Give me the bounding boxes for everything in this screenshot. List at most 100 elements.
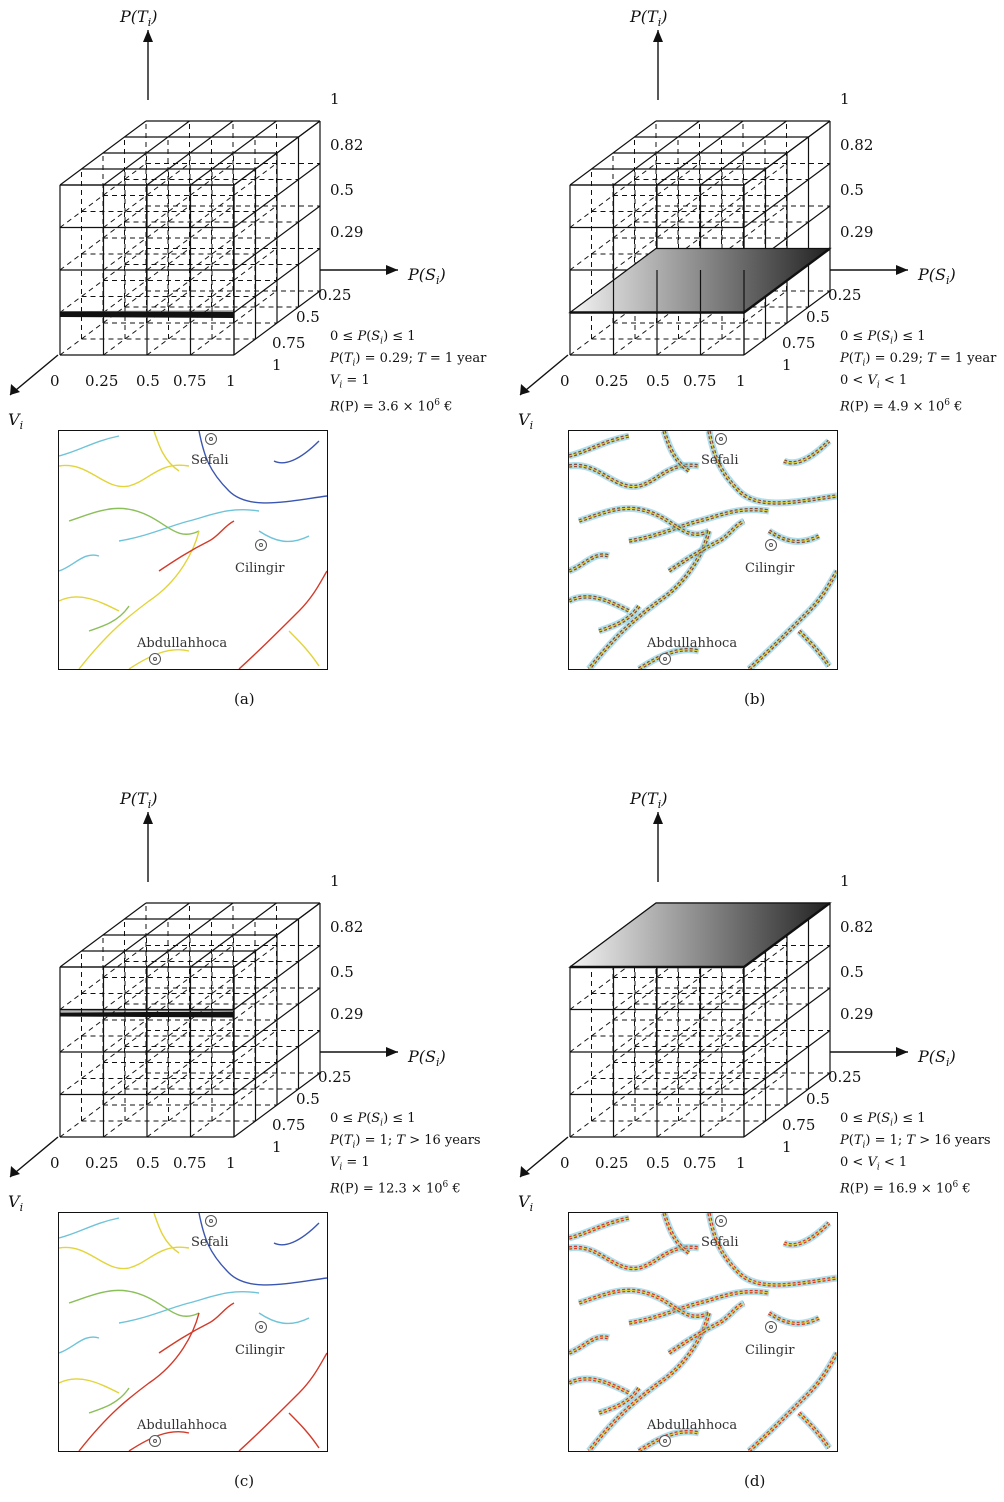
side-grid-line: [743, 987, 831, 1053]
stream-line: [768, 1312, 820, 1324]
settlement-label: Sefali: [701, 453, 739, 468]
stream-line: [198, 431, 327, 504]
stream-line: [783, 1222, 830, 1246]
ps-tick-label: 0.5: [646, 372, 670, 390]
pt-axis-label: P(Ti): [629, 7, 667, 29]
settlement-label: Abdullahhoca: [137, 1418, 228, 1433]
risk-map-b: Sefali Cilingir Abdullahhoca: [568, 430, 838, 670]
top-grid-line: [59, 120, 147, 186]
ps-tick-label: 0: [50, 1154, 60, 1172]
stream-line: [798, 1412, 830, 1449]
ps-tick-label: 0.25: [85, 372, 118, 390]
pt-tick-label: 0.29: [840, 223, 873, 241]
stream-line: [663, 1213, 690, 1254]
highlight-line: [60, 1011, 234, 1018]
pt-axis-arrow: [653, 812, 663, 824]
highlight-line: [60, 312, 234, 318]
stream-line: [578, 507, 710, 535]
depth-tick-label: 0.25: [318, 1068, 351, 1086]
stream-line: [59, 1378, 120, 1394]
note-ps-range: 0 ≤ P(Si) ≤ 1: [840, 329, 926, 347]
top-grid-line: [656, 120, 744, 186]
note-risk: R(P) = 4.9 × 106 €: [840, 398, 963, 415]
side-grid-line: [233, 902, 321, 968]
settlement-marker-icon: [205, 1215, 217, 1227]
stream-buffer: [569, 1243, 700, 1273]
highlight-line-edge: [59, 310, 235, 312]
pt-axis-label: P(Ti): [119, 7, 157, 29]
note-risk: R(P) = 12.3 × 106 €: [330, 1180, 461, 1197]
v-axis-label: Vi: [518, 410, 533, 432]
risk-map-a: Sefali Cilingir Abdullahhoca: [58, 430, 328, 670]
pt-tick-label: 0.29: [840, 1005, 873, 1023]
probability-cube-c: P(Ti) P(Si) Vi 1 0.82 0.5 0.29 0 0.25 0.5 0.75 1 0.2…: [8, 789, 446, 1214]
stream-line: [598, 1387, 640, 1414]
ps-axis-arrow: [896, 265, 908, 275]
settlement-label: Sefali: [191, 1235, 229, 1250]
ps-tick-label: 0.75: [173, 1154, 206, 1172]
pt-tick-label: 1: [330, 872, 340, 890]
stream-line: [569, 1217, 630, 1239]
stream-line: [748, 1352, 837, 1451]
v-axis-arrow: [520, 1166, 530, 1177]
pt-axis-arrow: [143, 812, 153, 824]
stream-line: [118, 1290, 260, 1324]
stream-line: [628, 509, 770, 542]
stream-line: [668, 1302, 745, 1354]
settlement-label: Cilingir: [235, 1343, 285, 1358]
note-pt: P(Ti) = 0.29; T = 1 year: [330, 351, 487, 369]
settlement-marker-icon: [659, 653, 671, 665]
note-risk: R(P) = 16.9 × 106 €: [840, 1180, 971, 1197]
stream-line: [59, 1336, 100, 1354]
depth-tick-label: 0.5: [296, 1090, 320, 1108]
ps-axis-arrow: [386, 265, 398, 275]
stream-line: [128, 1431, 190, 1451]
settlement-label: Abdullahhoca: [137, 636, 228, 651]
highlight-plane: [568, 902, 832, 968]
stream-line: [238, 1352, 327, 1451]
side-grid-line: [743, 120, 831, 186]
pt-tick-label: 0.29: [330, 223, 363, 241]
note-vulnerability: 0 < Vi < 1: [840, 1155, 908, 1173]
stream-line: [88, 1387, 130, 1414]
ps-tick-label: 1: [736, 1154, 746, 1172]
top-grid-line: [103, 120, 190, 186]
depth-tick-label: 0.25: [828, 286, 861, 304]
stream-line: [569, 1246, 700, 1270]
settlement-marker-icon: [255, 539, 267, 551]
settlement-label: Sefali: [701, 1235, 739, 1250]
stream-line: [153, 1213, 180, 1254]
stream-line: [273, 1222, 320, 1246]
stream-line: [68, 507, 200, 535]
pt-axis-label: P(Ti): [629, 789, 667, 811]
highlight-edge: [743, 902, 831, 968]
stream-line: [59, 1246, 190, 1270]
stream-line: [663, 431, 690, 472]
top-grid-line: [190, 902, 277, 968]
figure-panel-a: P(Ti) P(Si) Vi 1 0.82 0.5 0.29 0 0.25 0.5 0.75 1 0.2…: [0, 0, 490, 720]
settlement-marker-icon: [149, 653, 161, 665]
stream-line: [578, 1289, 710, 1317]
ps-axis-arrow: [896, 1047, 908, 1057]
top-grid-line: [59, 902, 147, 968]
parameter-notes-a: 0 ≤ P(Si) ≤ 1 P(Ti) = 0.29; T = 1 year V…: [330, 326, 486, 414]
stream-line: [59, 435, 120, 457]
pt-tick-label: 1: [330, 90, 340, 108]
side-grid-line: [233, 987, 321, 1053]
ps-tick-label: 0: [560, 372, 570, 390]
stream-line: [798, 630, 830, 667]
ps-tick-label: 0.75: [173, 372, 206, 390]
settlement-marker-icon: [659, 1435, 671, 1447]
depth-tick-label: 0.5: [806, 1090, 830, 1108]
pt-tick-label: 0.5: [330, 181, 354, 199]
side-grid-line: [743, 1030, 831, 1095]
note-ps-range: 0 ≤ P(Si) ≤ 1: [330, 1111, 416, 1129]
stream-network: [569, 1213, 837, 1451]
ps-tick-label: 0.25: [85, 1154, 118, 1172]
settlement-label: Abdullahhoca: [647, 636, 738, 651]
pt-tick-label: 0.82: [330, 918, 363, 936]
ps-axis-label: P(Si): [407, 1047, 446, 1069]
depth-tick-label: 0.5: [296, 308, 320, 326]
stream-line: [748, 570, 837, 669]
side-grid-line: [233, 120, 321, 186]
